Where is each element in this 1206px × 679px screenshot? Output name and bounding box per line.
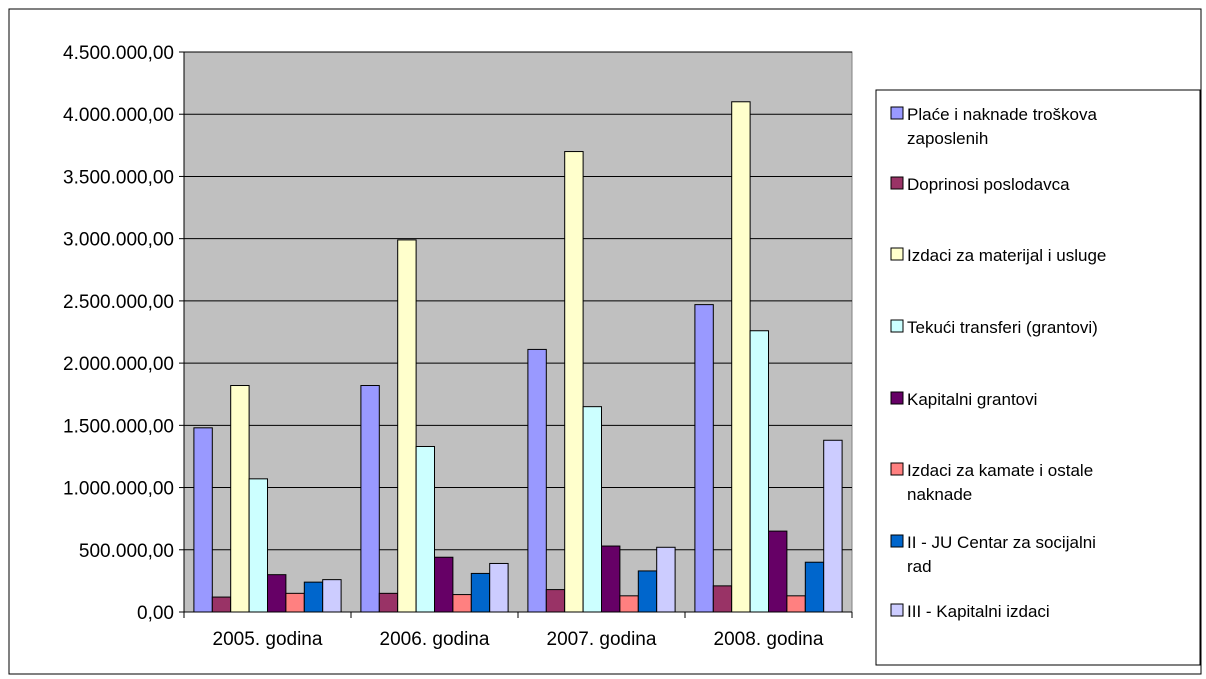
y-tick-label: 0,00 <box>137 603 174 624</box>
bar-4-4 <box>749 330 769 613</box>
bar-8-4 <box>823 439 843 613</box>
legend-swatch <box>890 106 904 120</box>
y-tick-label: 4.000.000,00 <box>63 105 174 126</box>
legend-swatch <box>890 319 904 333</box>
x-tick-label: 2005. godina <box>213 629 323 650</box>
bar-5-1 <box>267 574 287 613</box>
bar-8-1 <box>322 579 342 613</box>
bar-7-3 <box>637 570 658 613</box>
x-axis: 2005. godina 2006. godina 2007. godina 2008… <box>183 611 853 650</box>
bar-1-2 <box>360 385 380 613</box>
y-tick-label: 500.000,00 <box>79 541 174 562</box>
y-tick-label: 1.000.000,00 <box>63 479 174 500</box>
bar-7-4 <box>804 561 825 613</box>
bar-3-1 <box>230 385 250 613</box>
legend: Plaće i naknade troškova zaposlenih Doprin… <box>875 89 1201 666</box>
legend-swatch <box>890 247 904 261</box>
y-tick-label: 2.000.000,00 <box>63 354 174 375</box>
bar-2-2 <box>378 592 399 613</box>
bar-4-2 <box>415 445 436 613</box>
y-tick-label: 1.500.000,00 <box>63 416 174 437</box>
legend-label: Izdaci za kamate i ostale naknade <box>907 461 1093 504</box>
x-tick-label: 2007. godina <box>547 629 657 650</box>
bar-8-3 <box>656 546 676 613</box>
bar-3-2 <box>397 239 417 613</box>
bar-5-4 <box>768 530 788 613</box>
legend-label: Plaće i naknade troškova zaposlenih <box>907 105 1097 148</box>
legend-label: Doprinosi poslodavca <box>907 175 1070 194</box>
legend-label: Kapitalni grantovi <box>907 390 1037 409</box>
y-tick-label: 4.500.000,00 <box>63 43 174 64</box>
legend-label: Izdaci za materijal i usluge <box>907 246 1106 265</box>
bars <box>193 101 843 613</box>
legend-swatch <box>890 176 904 190</box>
legend-label: Tekući transferi (grantovi) <box>907 318 1098 337</box>
bar-6-1 <box>285 592 305 613</box>
bar-5-3 <box>601 545 621 613</box>
legend-box <box>875 89 1201 666</box>
legend-swatch <box>890 462 904 476</box>
bar-1-4 <box>694 304 714 613</box>
x-tick-label: 2006. godina <box>380 629 490 650</box>
y-tick-label: 3.500.000,00 <box>63 167 174 188</box>
bar-2-4 <box>712 585 733 613</box>
legend-label: III - Kapitalni izdaci <box>907 602 1050 621</box>
bar-1-1 <box>193 427 213 613</box>
y-axis: 0,00 500.000,00 1.000.000,00 1.500.000,00 2.… <box>63 43 185 624</box>
legend-swatch <box>890 603 904 617</box>
bar-4-3 <box>582 406 602 613</box>
legend-swatch <box>890 391 904 405</box>
bar-2-1 <box>211 596 232 613</box>
bar-3-3 <box>564 151 584 613</box>
y-tick-label: 3.000.000,00 <box>63 230 174 251</box>
bar-6-4 <box>786 595 806 613</box>
legend-label: II - JU Centar za socijalni rad <box>907 533 1096 576</box>
bar-6-2 <box>452 594 472 613</box>
y-tick-label: 2.500.000,00 <box>63 292 174 313</box>
bar-8-2 <box>489 562 509 613</box>
bar-7-1 <box>303 581 324 613</box>
bar-6-3 <box>619 595 639 613</box>
x-tick-label: 2008. godina <box>714 629 824 650</box>
bar-5-2 <box>434 556 454 613</box>
bar-7-2 <box>470 572 491 613</box>
bar-2-3 <box>545 589 566 613</box>
bar-1-3 <box>527 348 547 613</box>
bar-3-4 <box>731 101 751 613</box>
legend-swatch <box>890 534 904 548</box>
bar-4-1 <box>248 478 269 613</box>
